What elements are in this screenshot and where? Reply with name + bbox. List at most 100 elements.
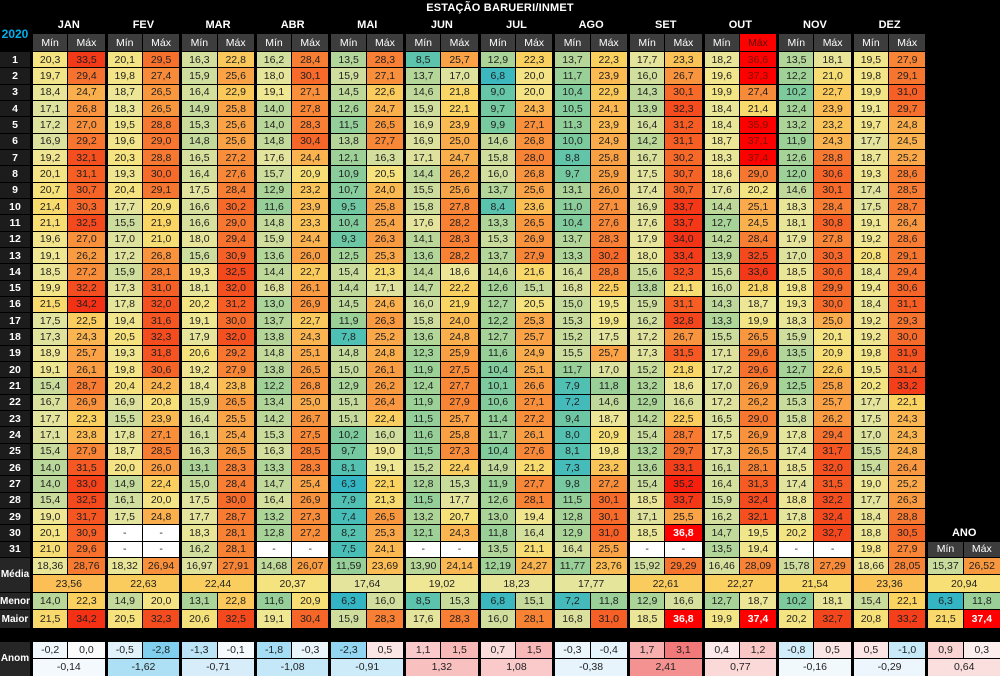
temp-cell: 15,9 — [105, 264, 142, 280]
temp-cell: 13,8 — [627, 280, 665, 296]
temp-cell: 28,0 — [516, 149, 553, 166]
temp-cell: 19,5 — [851, 362, 889, 378]
temp-cell: 8,8 — [553, 149, 590, 166]
temp-cell: 12,5 — [777, 378, 814, 394]
temp-cell: 35,9 — [739, 117, 777, 133]
media-cell: 24,14 — [441, 557, 478, 575]
temp-cell: 16,4 — [180, 166, 217, 182]
anom-cell: 1,7 — [627, 641, 665, 658]
media-cell: 28,76 — [68, 557, 105, 575]
temp-cell: 27,0 — [68, 117, 105, 133]
temp-cell: 17,8 — [105, 427, 142, 443]
minmax-header-nov-min: Mín — [777, 34, 814, 51]
anom-merged-cell: 0,77 — [702, 658, 777, 676]
temp-cell: 20,0 — [142, 492, 180, 509]
temp-cell: 32,2 — [814, 492, 851, 509]
temp-cell: 14,4 — [404, 264, 441, 280]
maior-cell: 37,4 — [739, 610, 777, 628]
ano-anom-merged-cell: 0,64 — [926, 658, 1000, 676]
temp-cell: 10,1 — [478, 378, 515, 394]
ano-anom-cell: 0,9 — [926, 641, 963, 658]
temp-cell: 22,7 — [292, 264, 329, 280]
temp-cell: 14,4 — [702, 198, 739, 215]
temp-cell: 17,1 — [31, 427, 68, 443]
temp-cell: 15,5 — [404, 182, 441, 198]
temp-cell: 17,4 — [851, 182, 889, 198]
maior-cell: 18,5 — [627, 610, 665, 628]
temp-cell: 19,9 — [702, 84, 739, 100]
temp-cell: 14,7 — [254, 476, 292, 492]
temp-cell: 27,5 — [292, 427, 329, 443]
temp-cell: 33,1 — [665, 460, 702, 476]
temp-cell: 24,5 — [889, 133, 926, 149]
day-label: 30 — [0, 525, 30, 541]
temp-cell: 31,3 — [739, 476, 777, 492]
temp-cell: 26,0 — [292, 247, 329, 264]
temp-cell: 30,5 — [889, 525, 926, 541]
temp-cell: 33,7 — [665, 492, 702, 509]
temp-cell: 25,5 — [590, 541, 627, 557]
temp-cell: 17,5 — [31, 313, 68, 329]
temp-cell: 27,4 — [739, 84, 777, 100]
temp-cell: 17,6 — [254, 149, 292, 166]
maior-cell: 28,1 — [516, 610, 553, 628]
maior-cell: 32,5 — [217, 610, 254, 628]
temp-cell: 22,3 — [68, 411, 105, 427]
temp-cell: 27,1 — [590, 198, 627, 215]
temp-cell: 27,9 — [68, 443, 105, 460]
minmax-header-mai-min: Mín — [329, 34, 366, 51]
temp-cell: 13,6 — [404, 247, 441, 264]
temp-cell: 24,3 — [889, 427, 926, 443]
temp-cell: 28,3 — [366, 52, 404, 68]
temp-cell: 22,5 — [590, 280, 627, 296]
temp-cell: 11,5 — [553, 492, 590, 509]
temp-cell: 26,1 — [68, 362, 105, 378]
temp-cell: 31,2 — [665, 117, 702, 133]
month-header-fev: FEV — [105, 17, 180, 33]
temp-cell: 15,3 — [441, 476, 478, 492]
temp-cell: 23,2 — [590, 460, 627, 476]
temp-cell: - — [142, 525, 180, 541]
temp-cell: 25,7 — [68, 345, 105, 362]
temp-cell: 26,5 — [142, 100, 180, 117]
temp-cell: 24,3 — [68, 329, 105, 345]
temp-cell: 20,9 — [142, 198, 180, 215]
temp-cell: 26,3 — [889, 492, 926, 509]
temp-cell: 24,3 — [441, 525, 478, 541]
temp-cell: 28,5 — [889, 182, 926, 198]
minmax-header-dez-max: Máx — [889, 34, 926, 51]
temp-cell: 22,8 — [217, 52, 254, 68]
temp-cell: 16,4 — [627, 117, 665, 133]
temp-cell: 19,0 — [31, 509, 68, 525]
temp-cell: 28,4 — [814, 198, 851, 215]
temp-cell: 21,0 — [814, 68, 851, 84]
temp-cell: 20,4 — [105, 182, 142, 198]
temp-cell: 12,4 — [777, 100, 814, 117]
ano-maior-cell: 21,5 — [926, 610, 963, 628]
temp-cell: 10,9 — [329, 166, 366, 182]
temp-cell: 16,0 — [404, 296, 441, 313]
temp-cell: 29,7 — [665, 443, 702, 460]
temp-cell: 28,5 — [292, 443, 329, 460]
temp-cell: 23,9 — [814, 100, 851, 117]
temp-cell: 22,3 — [516, 52, 553, 68]
temp-cell: 31,1 — [665, 133, 702, 149]
temp-cell: 19,2 — [180, 362, 217, 378]
temp-cell: 15,2 — [553, 329, 590, 345]
temp-cell: 25,5 — [665, 509, 702, 525]
temp-cell: 6,3 — [329, 476, 366, 492]
media-cell: 27,91 — [217, 557, 254, 575]
temp-cell: 18,0 — [627, 247, 665, 264]
temp-cell: 20,2 — [851, 378, 889, 394]
temp-cell: 17,5 — [180, 492, 217, 509]
temp-cell: 10,4 — [329, 215, 366, 231]
temp-cell: 16,9 — [105, 394, 142, 411]
day-label: 7 — [0, 149, 30, 166]
temp-cell: 23,3 — [292, 215, 329, 231]
temp-cell: 28,1 — [516, 492, 553, 509]
temp-cell: 17,3 — [105, 280, 142, 296]
anom-cell: -0,8 — [777, 641, 814, 658]
temp-cell: 10,5 — [553, 100, 590, 117]
media-cell: 14,68 — [254, 557, 292, 575]
temp-cell: 7,5 — [329, 541, 366, 557]
